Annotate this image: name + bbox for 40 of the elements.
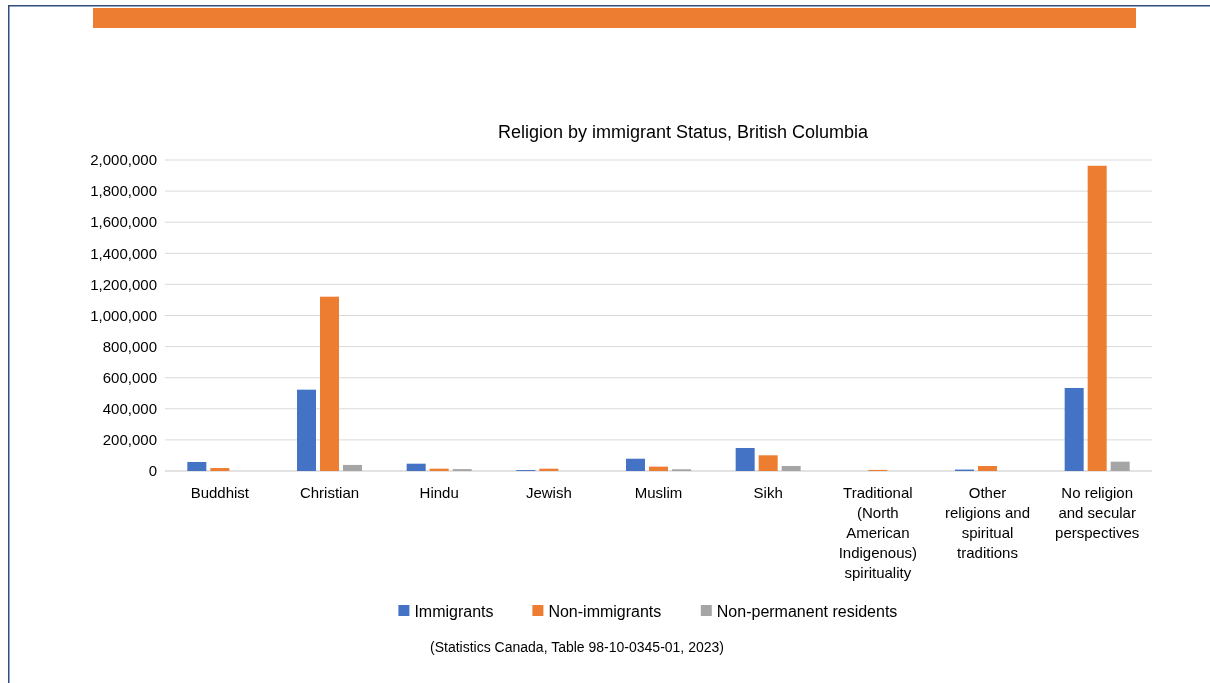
bar bbox=[320, 296, 339, 471]
bar bbox=[978, 466, 997, 471]
bar bbox=[1110, 461, 1130, 471]
y-tick-label: 0 bbox=[148, 462, 157, 480]
bar bbox=[735, 447, 755, 471]
x-tick-label: Muslim bbox=[634, 484, 683, 501]
x-tick-label: Hindu bbox=[419, 484, 459, 501]
text: (Statistics Canada, Table 98-10-0345-01, 2023) bbox=[430, 638, 724, 655]
bar bbox=[758, 455, 778, 471]
x-tick-label: Buddhist bbox=[190, 484, 250, 501]
chart-title: Religion by immigrant Status, British Columbia bbox=[497, 122, 870, 142]
bar bbox=[1064, 387, 1084, 471]
x-tick-label: Christian bbox=[299, 484, 360, 501]
y-tick-label: 1,000,000 bbox=[90, 306, 157, 324]
bar bbox=[626, 458, 645, 471]
x-tick-label: No religion and secular perspectives bbox=[1055, 484, 1140, 541]
legend-label: Non-immigrants bbox=[548, 602, 662, 620]
bar bbox=[649, 466, 668, 471]
bar bbox=[406, 463, 426, 471]
y-tick-label: 1,600,000 bbox=[90, 213, 157, 231]
y-tick-label: 2,000,000 bbox=[90, 151, 157, 169]
y-tick-label: 400,000 bbox=[102, 400, 157, 418]
y-tick-label: 1,400,000 bbox=[90, 244, 157, 262]
y-tick-label: 600,000 bbox=[102, 368, 157, 386]
bar bbox=[1087, 165, 1107, 471]
x-tick-label: Jewish bbox=[525, 484, 572, 501]
bar bbox=[210, 468, 230, 471]
bar bbox=[781, 466, 801, 471]
y-tick-label: 1,200,000 bbox=[90, 275, 157, 293]
y-tick-label: 800,000 bbox=[102, 337, 157, 355]
x-tick-label: Traditional (North American Indigenous) spirituality bbox=[838, 484, 918, 581]
bar bbox=[187, 461, 207, 471]
legend-label: Non-permanent residents bbox=[716, 602, 898, 620]
y-tick-label: 200,000 bbox=[102, 431, 157, 449]
x-tick-label: Other religions and spiritual traditions bbox=[944, 484, 1031, 561]
legend-label: Immigrants bbox=[414, 602, 494, 620]
y-tick-label: 1,800,000 bbox=[90, 182, 157, 200]
x-tick-label: Sikh bbox=[753, 484, 783, 501]
bar bbox=[343, 464, 362, 471]
bar bbox=[297, 389, 316, 471]
